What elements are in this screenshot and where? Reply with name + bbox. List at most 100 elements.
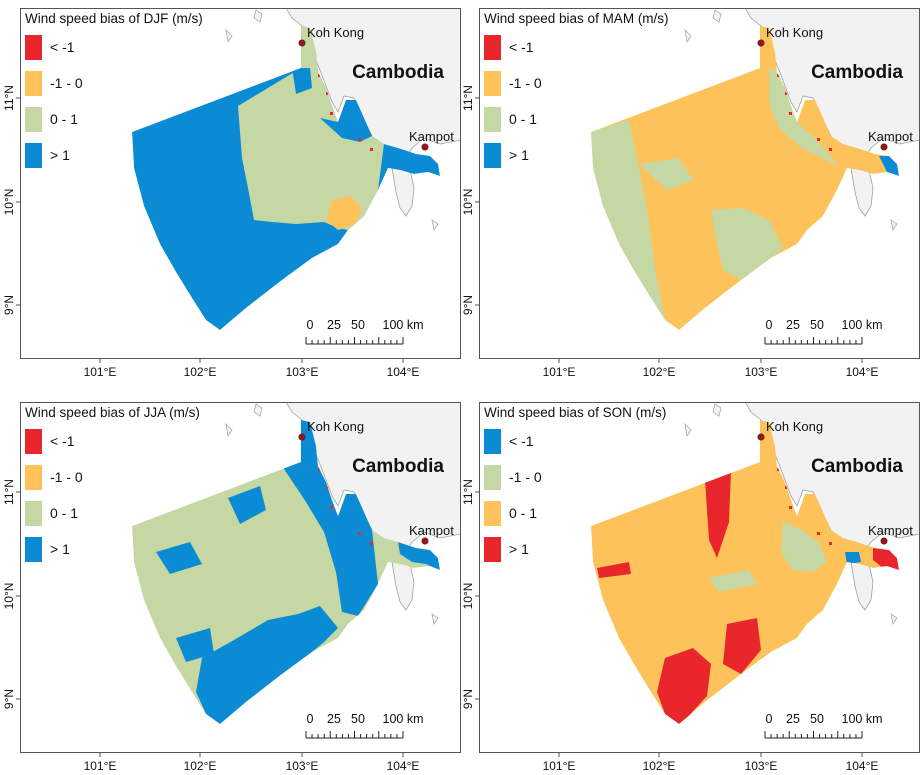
city-label-koh-kong: Koh Kong [307,25,364,40]
small-island [225,422,233,437]
lat-tick-label: 10°N [461,189,475,216]
country-label: Cambodia [352,456,444,477]
legend-label: 0 - 1 [509,111,537,127]
legend-label: > 1 [509,541,529,557]
legend-label: < -1 [509,433,534,449]
legend-label: -1 - 0 [509,469,542,485]
bias-speckle [326,92,329,95]
map-frame [20,8,461,359]
legend-swatch [484,501,501,526]
scale-bar: 0 25 50 100 km [764,712,883,739]
legend-label: -1 - 0 [50,75,83,91]
lat-tick-label: 11°N [2,85,16,111]
map-panel-jja: Cambodia Koh Kong Kampot Wind speed bias of… [2,402,461,773]
scale-bar-label: 50 [351,712,365,726]
legend-swatch [25,465,42,490]
city-marker [880,537,888,545]
lat-tick-label: 11°N [461,85,475,111]
bias-patch [398,148,440,176]
scale-bar-label: 0 [766,318,773,332]
bias-speckle [358,138,361,141]
city-label-kampot: Kampot [868,523,913,538]
lon-tick-label: 103°E [745,365,778,379]
city-marker [757,39,765,47]
legend-label: 0 - 1 [509,505,537,521]
legend-label: > 1 [509,147,529,163]
bias-raster [132,420,440,724]
legend-swatch [25,429,42,454]
bias-patch [228,486,266,524]
bias-speckle [330,506,333,509]
bias-speckle [370,542,373,545]
panel-title: Wind speed bias of MAM (m/s) [484,11,669,26]
bias-speckle [318,468,321,471]
bias-patch [238,26,384,230]
scale-bar-label: 50 [810,712,824,726]
city-marker [880,143,888,151]
legend-label: -1 - 0 [50,469,83,485]
bias-patch [597,562,631,578]
legend-label: > 1 [50,541,70,557]
small-island [225,28,233,43]
bias-speckle [330,112,333,115]
bias-patch [292,68,312,94]
map-frame [20,402,461,753]
small-island [253,403,263,417]
legend-swatch [25,537,42,562]
bias-patch [657,648,711,724]
bias-patch [156,542,202,574]
small-island [684,28,692,43]
small-island [890,613,898,625]
lon-tick-label: 101°E [84,365,117,379]
bias-patch [196,606,338,724]
lat-tick-label: 10°N [2,583,16,610]
bias-patch [176,628,214,662]
legend-label: < -1 [50,433,75,449]
legend-swatch [484,71,501,96]
map-frame [479,402,920,753]
legend-swatch [484,429,501,454]
lon-tick-label: 102°E [184,759,217,773]
small-island [712,403,722,417]
scale-bar-label: 0 [307,712,314,726]
legend-swatch [484,537,501,562]
lat-tick-label: 11°N [461,479,475,505]
bias-raster [591,26,899,330]
city-marker [298,433,306,441]
small-island [431,219,439,231]
scale-bar-label: 25 [327,318,341,332]
lon-tick-label: 102°E [643,365,676,379]
bias-speckle [370,148,373,151]
city-marker [298,39,306,47]
lon-tick-label: 101°E [543,759,576,773]
city-label-kampot: Kampot [409,129,454,144]
map-content: Cambodia Koh Kong Kampot Wind speed bias of… [479,8,920,359]
legend-swatch [484,465,501,490]
legend-swatch [25,143,42,168]
scale-bar-label: 0 [766,712,773,726]
legend-label: < -1 [509,39,534,55]
scale-bar-label: 100 km [383,712,424,726]
bias-speckle [789,506,792,509]
bias-patch [723,618,761,674]
city-marker [757,433,765,441]
scale-bar-label: 100 km [842,318,883,332]
bias-patch [879,156,899,176]
city-label-kampot: Kampot [868,129,913,144]
lon-tick-label: 104°E [846,759,879,773]
bias-speckle [829,542,832,545]
lat-tick-label: 9°N [2,295,16,315]
lon-tick-label: 104°E [387,365,420,379]
city-marker [421,537,429,545]
scale-bar-label: 25 [327,712,341,726]
legend-label: > 1 [50,147,70,163]
bias-speckle [817,532,820,535]
bias-speckle [777,74,780,77]
map-content: Cambodia Koh Kong Kampot Wind speed bias of… [20,402,461,753]
lat-tick-label: 10°N [2,189,16,216]
scale-bar: 0 25 50 100 km [305,712,424,739]
scale-bar-label: 50 [810,318,824,332]
panel-title: Wind speed bias of DJF (m/s) [25,11,203,26]
bias-patch [705,470,731,558]
